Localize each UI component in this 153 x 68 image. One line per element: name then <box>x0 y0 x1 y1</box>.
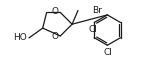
Text: Cl: Cl <box>89 25 98 34</box>
Text: O: O <box>52 32 59 41</box>
Text: Cl: Cl <box>104 48 113 57</box>
Text: HO: HO <box>13 33 27 42</box>
Text: O: O <box>52 7 59 16</box>
Text: Br: Br <box>92 6 102 15</box>
